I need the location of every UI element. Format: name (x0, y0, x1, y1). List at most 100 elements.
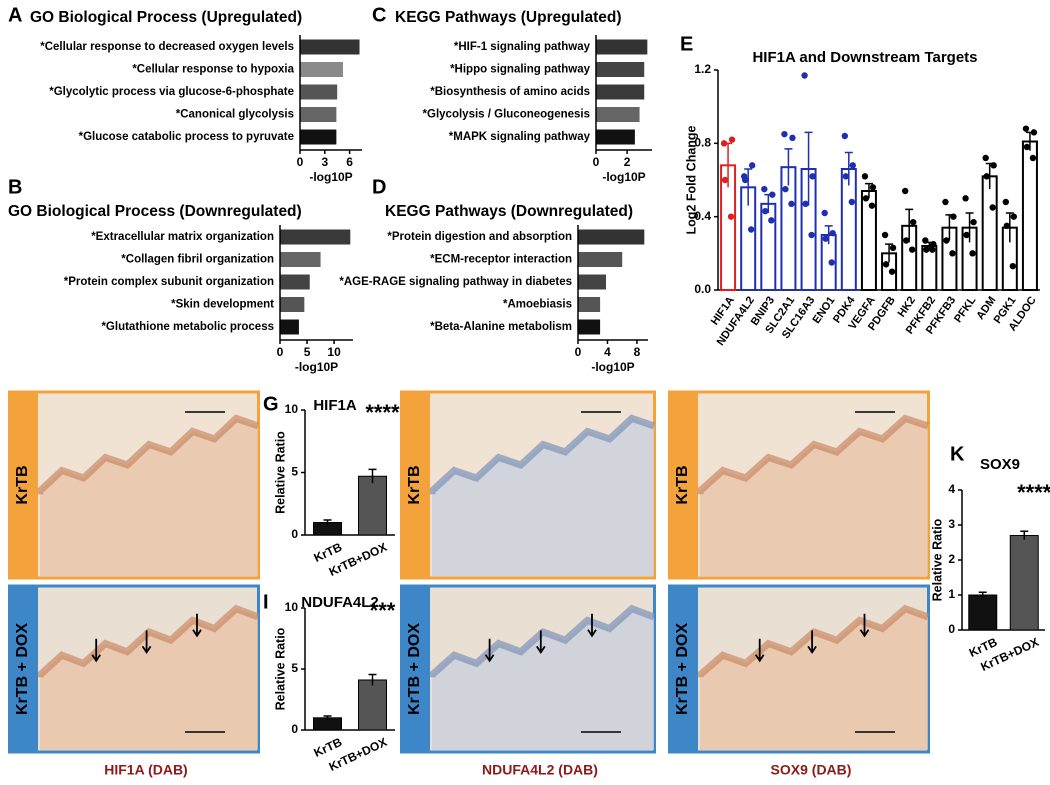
y-tick-label: 5 (291, 661, 298, 675)
data-point (922, 237, 929, 244)
condition-label: KrTB (14, 465, 31, 504)
data-point (1002, 198, 1010, 206)
x-axis-label: -log10P (591, 360, 634, 374)
panel-label: E (680, 33, 693, 55)
y-axis-label: Relative Ratio (273, 627, 287, 710)
significance: *** (370, 598, 396, 623)
category-label: *Protein complex subunit organization (64, 276, 274, 288)
data-point (801, 72, 808, 79)
condition-label: KrTB (674, 465, 691, 504)
chart-title: GO Biological Process (Upregulated) (30, 9, 302, 26)
category-label: *Cellular response to hypoxia (132, 64, 294, 76)
panel-label: A (8, 4, 22, 26)
category-label: *Amoebiasis (503, 299, 572, 311)
bar (596, 84, 645, 100)
category-label: *Hippo signaling pathway (450, 64, 591, 76)
chart-title: KEGG Pathways (Upregulated) (395, 9, 622, 26)
data-point (842, 173, 850, 180)
error-bar (905, 208, 914, 243)
data-point (1023, 143, 1031, 151)
x-axis-label: -log10P (309, 170, 352, 184)
error-bar (804, 131, 813, 206)
condition-tab (668, 586, 698, 752)
category-label: *Biosynthesis of amino acids (430, 86, 590, 98)
tissue-edge (700, 418, 928, 576)
data-point (829, 229, 836, 237)
bar (596, 62, 645, 77)
data-point (908, 246, 916, 253)
arrow (536, 630, 546, 655)
image-caption: NDUFA4L2 (DAB) (482, 762, 598, 778)
tissue-layer (36, 604, 260, 678)
error-bar (1005, 212, 1014, 243)
arrow (754, 638, 765, 663)
data-point (727, 213, 735, 220)
tissue-layer (696, 414, 930, 495)
arrow (859, 613, 870, 638)
category-label: *HIF-1 signaling pathway (454, 41, 591, 53)
panel-label: G (263, 393, 279, 415)
y-tick-label: 0.0 (694, 282, 711, 296)
category-label: *Glycolytic process via glucose-6-phosph… (49, 86, 294, 98)
x-tick-label: 4 (604, 345, 611, 359)
data-point (909, 218, 917, 226)
data-point (930, 240, 937, 248)
bar (280, 229, 351, 245)
condition-tab (8, 392, 38, 578)
data-point (728, 136, 736, 143)
condition-tab (400, 586, 430, 752)
error-bar (368, 673, 377, 686)
data-point (841, 132, 849, 140)
chart-title: HIF1A and Downstream Targets (752, 49, 977, 66)
data-point (768, 217, 775, 224)
data-point (747, 226, 755, 233)
category-label: *Skin development (171, 299, 274, 311)
data-point (869, 184, 877, 191)
panel-label: C (372, 4, 386, 26)
data-point (902, 237, 910, 244)
arrow (192, 613, 202, 638)
tissue-layer (696, 604, 930, 678)
bar (1009, 535, 1039, 631)
condition-tab (668, 392, 698, 578)
x-tick-label: 10 (327, 345, 341, 359)
tissue-edge (40, 608, 258, 750)
tissue-edge (432, 418, 654, 576)
arrow (91, 638, 101, 663)
data-point (949, 250, 956, 257)
x-tick-label: 2 (624, 155, 631, 169)
y-axis-label: Relative Ratio (930, 518, 944, 601)
bar (968, 594, 998, 631)
significance: **** (1017, 480, 1050, 505)
data-point (788, 200, 795, 208)
data-point (970, 218, 977, 226)
bar (596, 39, 648, 55)
arrow (587, 613, 597, 638)
y-tick-label: 0 (291, 527, 298, 541)
data-point (943, 237, 950, 244)
data-point (849, 162, 857, 169)
chart-title: KEGG Pathways (Downregulated) (385, 203, 633, 220)
bar (280, 274, 310, 290)
category-label: *Canonical glycolysis (176, 109, 294, 121)
error-bar (824, 225, 833, 245)
y-tick-label: 1.2 (694, 62, 711, 76)
y-tick-label: 1 (948, 587, 955, 601)
data-point (789, 134, 796, 142)
error-bar (844, 151, 853, 186)
error-bar (978, 591, 987, 598)
category-label: *Collagen fibril organization (121, 254, 274, 266)
panel-label: K (950, 443, 965, 465)
tissue-layer (36, 414, 260, 495)
tissue-layer (428, 604, 656, 678)
bar (840, 168, 857, 291)
data-point (1030, 129, 1038, 136)
data-point (942, 198, 949, 206)
data-point (748, 162, 756, 169)
data-point (861, 173, 869, 180)
x-tick-label: PFKL (952, 294, 978, 325)
chart-title: NDUFA4L2 (301, 594, 379, 611)
data-point (983, 173, 990, 180)
data-point (982, 154, 989, 162)
